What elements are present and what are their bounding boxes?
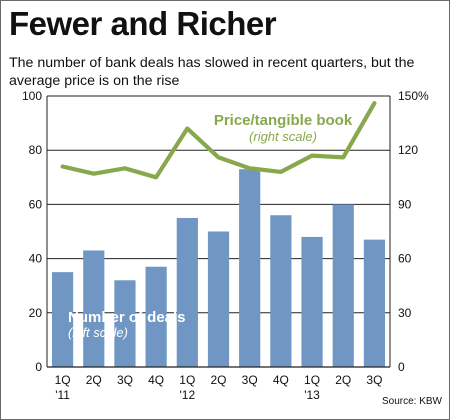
x-tick-label: 3Q bbox=[242, 373, 258, 387]
left-tick-label: 0 bbox=[35, 360, 42, 374]
x-year-label: '11 bbox=[55, 388, 70, 402]
right-tick-label: 90 bbox=[398, 197, 412, 211]
x-tick-label: 1Q bbox=[55, 373, 71, 387]
deals-scale-note: (left scale) bbox=[68, 325, 128, 340]
x-tick-label: 3Q bbox=[366, 373, 382, 387]
deals-bar bbox=[363, 239, 386, 367]
x-tick-label: 4Q bbox=[148, 373, 164, 387]
deals-bar bbox=[270, 215, 292, 367]
deals-label: Number of deals bbox=[68, 309, 186, 326]
left-tick-label: 20 bbox=[29, 306, 43, 320]
deals-bar bbox=[301, 236, 323, 367]
x-tick-label: 1Q bbox=[304, 373, 320, 387]
x-tick-label: 2Q bbox=[335, 373, 351, 387]
left-tick-label: 100 bbox=[22, 89, 42, 103]
deals-bar bbox=[145, 266, 167, 367]
x-year-label: '13 bbox=[304, 388, 320, 402]
left-tick-label: 80 bbox=[29, 143, 43, 157]
left-tick-label: 60 bbox=[29, 197, 43, 211]
right-tick-label: 0 bbox=[398, 360, 405, 374]
right-tick-label: 60 bbox=[398, 252, 412, 266]
left-tick-label: 40 bbox=[29, 252, 43, 266]
chart-subtitle: The number of bank deals has slowed in r… bbox=[9, 55, 415, 89]
deals-bar bbox=[83, 250, 105, 367]
right-tick-label: 30 bbox=[398, 306, 412, 320]
x-tick-label: 3Q bbox=[117, 373, 133, 387]
x-tick-label: 2Q bbox=[86, 373, 102, 387]
deals-bar bbox=[332, 204, 354, 367]
series-labels-layer: Price/tangible book(right scale) Number o… bbox=[68, 112, 353, 340]
x-tick-label: 2Q bbox=[210, 373, 226, 387]
price-book-label: Price/tangible book bbox=[214, 112, 353, 129]
right-tick-label: 150% bbox=[398, 89, 429, 103]
bars-layer bbox=[51, 169, 386, 367]
deals-bar bbox=[239, 169, 261, 367]
deals-bar bbox=[51, 272, 74, 367]
deals-bar bbox=[114, 280, 136, 367]
deals-bar bbox=[176, 217, 198, 367]
chart-title: Fewer and Richer bbox=[9, 5, 277, 42]
source-note: Source: KBW bbox=[382, 396, 443, 407]
x-tick-label: 4Q bbox=[273, 373, 289, 387]
x-tick-label: 1Q bbox=[179, 373, 195, 387]
deals-bar bbox=[207, 231, 230, 367]
price-book-line bbox=[60, 101, 377, 180]
right-tick-label: 120 bbox=[398, 143, 418, 157]
price-book-scale-note: (right scale) bbox=[249, 129, 317, 144]
x-year-label: '12 bbox=[179, 388, 195, 402]
line-layer bbox=[60, 101, 377, 180]
